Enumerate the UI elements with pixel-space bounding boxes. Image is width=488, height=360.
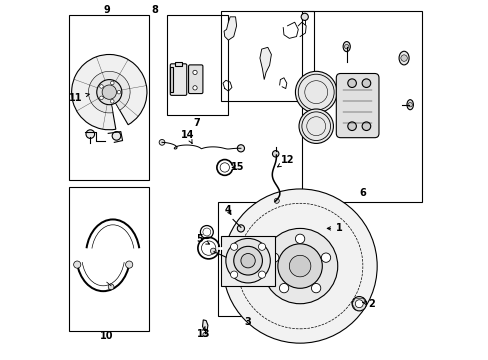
- Circle shape: [362, 122, 370, 131]
- Circle shape: [355, 300, 363, 308]
- Circle shape: [102, 85, 116, 99]
- Text: 13: 13: [196, 327, 209, 339]
- Circle shape: [159, 139, 164, 145]
- Circle shape: [233, 246, 262, 275]
- Circle shape: [100, 96, 103, 100]
- Circle shape: [192, 70, 197, 75]
- Circle shape: [230, 243, 237, 250]
- Text: 12: 12: [277, 155, 294, 167]
- Circle shape: [295, 234, 304, 243]
- Circle shape: [407, 103, 411, 107]
- Circle shape: [74, 261, 81, 268]
- Circle shape: [289, 255, 310, 277]
- Ellipse shape: [406, 100, 412, 110]
- Text: 11: 11: [69, 93, 89, 103]
- Ellipse shape: [343, 41, 349, 51]
- Bar: [69, 187, 149, 330]
- Text: 1: 1: [326, 224, 342, 233]
- Bar: [174, 62, 182, 66]
- Bar: [69, 15, 149, 180]
- Text: 10: 10: [100, 331, 113, 341]
- Text: 5: 5: [196, 234, 209, 244]
- Circle shape: [210, 248, 216, 254]
- Text: 8: 8: [151, 5, 158, 15]
- Circle shape: [321, 253, 330, 262]
- Circle shape: [298, 109, 333, 143]
- Circle shape: [192, 86, 197, 90]
- Circle shape: [262, 228, 337, 304]
- Circle shape: [110, 100, 114, 103]
- Bar: [170, 67, 172, 92]
- Circle shape: [258, 243, 265, 250]
- Circle shape: [301, 13, 308, 21]
- Text: 2: 2: [362, 299, 374, 309]
- Circle shape: [100, 85, 103, 88]
- Text: 9: 9: [103, 5, 110, 15]
- Circle shape: [223, 189, 376, 343]
- Circle shape: [362, 79, 370, 87]
- Circle shape: [400, 55, 407, 61]
- Polygon shape: [260, 47, 271, 80]
- Circle shape: [347, 79, 356, 87]
- FancyBboxPatch shape: [170, 64, 186, 95]
- Polygon shape: [202, 320, 207, 330]
- Circle shape: [295, 71, 336, 113]
- Circle shape: [230, 271, 237, 278]
- Circle shape: [269, 253, 278, 262]
- Text: 14: 14: [181, 130, 194, 143]
- Circle shape: [86, 130, 94, 138]
- Circle shape: [279, 283, 288, 293]
- Bar: [217, 202, 280, 316]
- Ellipse shape: [398, 51, 408, 65]
- Bar: [221, 12, 314, 101]
- Circle shape: [203, 332, 207, 337]
- Circle shape: [274, 198, 279, 203]
- Circle shape: [272, 150, 278, 157]
- Circle shape: [110, 81, 114, 85]
- FancyBboxPatch shape: [188, 65, 203, 94]
- Text: 7: 7: [193, 118, 200, 128]
- Bar: [221, 236, 274, 286]
- Circle shape: [225, 238, 270, 283]
- Circle shape: [112, 132, 121, 140]
- Bar: [301, 12, 421, 202]
- Circle shape: [277, 244, 322, 288]
- Circle shape: [347, 122, 356, 131]
- Circle shape: [311, 283, 320, 293]
- Circle shape: [237, 225, 244, 232]
- Circle shape: [108, 284, 114, 290]
- Wedge shape: [72, 54, 147, 130]
- Polygon shape: [224, 17, 236, 40]
- Circle shape: [97, 80, 122, 105]
- Wedge shape: [88, 71, 130, 113]
- Circle shape: [117, 90, 121, 94]
- Circle shape: [258, 271, 265, 278]
- Circle shape: [241, 253, 255, 268]
- Text: 15: 15: [230, 162, 244, 172]
- Circle shape: [125, 261, 133, 268]
- Text: 4: 4: [224, 206, 231, 216]
- Circle shape: [237, 145, 244, 152]
- FancyBboxPatch shape: [336, 73, 378, 138]
- Circle shape: [344, 44, 348, 49]
- Circle shape: [351, 297, 366, 311]
- Text: 6: 6: [359, 188, 366, 198]
- Text: 3: 3: [244, 317, 251, 327]
- Bar: [167, 15, 228, 116]
